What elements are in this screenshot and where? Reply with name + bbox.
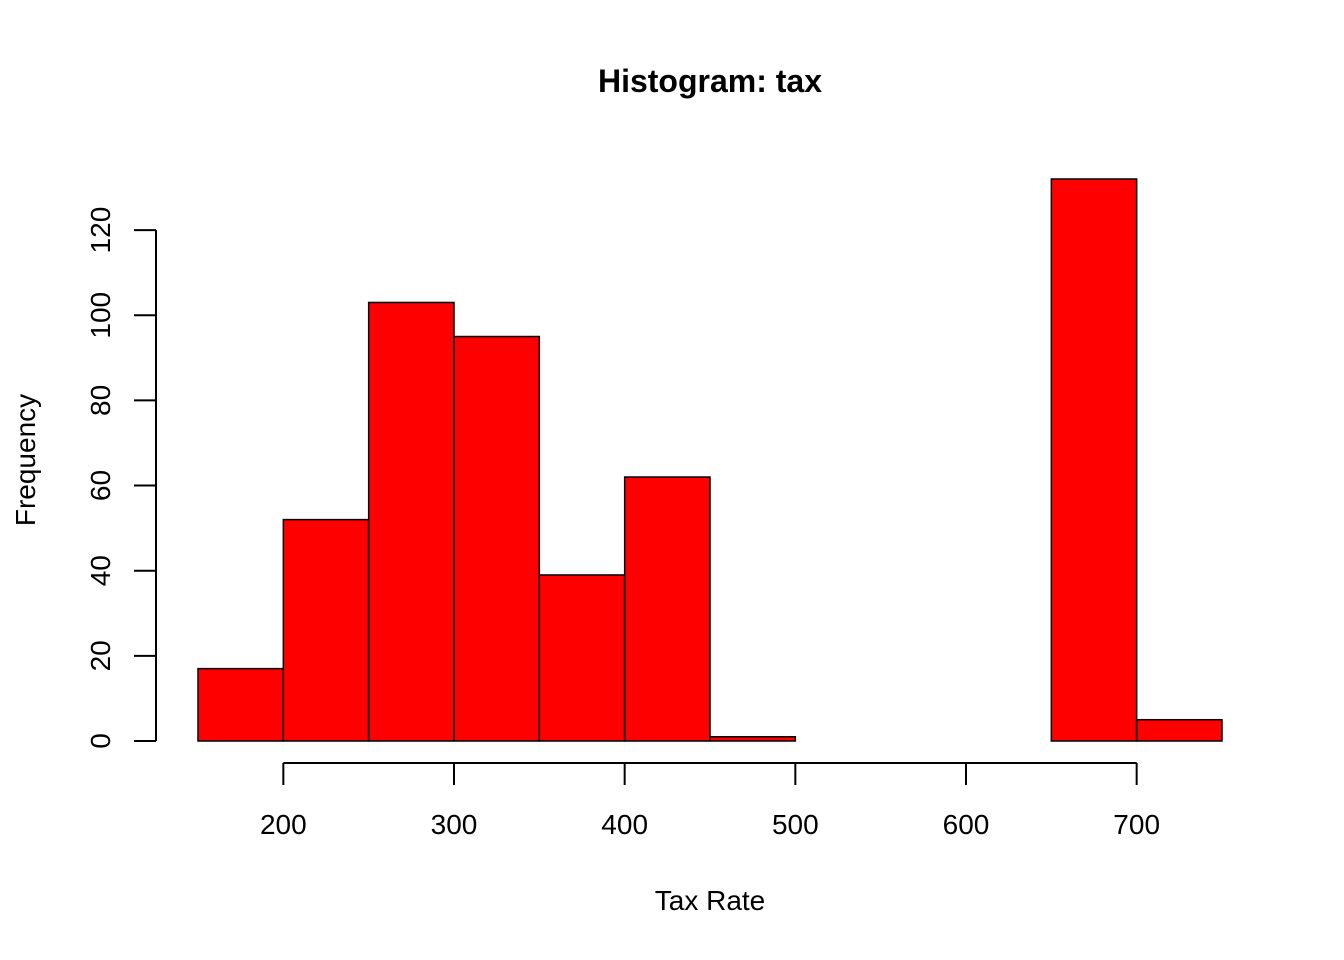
histogram-bar bbox=[1135, 718, 1223, 742]
y-axis: 0 20 40 60 80 100 120 bbox=[85, 207, 157, 749]
x-tick-label: 500 bbox=[772, 809, 819, 840]
x-tick-label: 300 bbox=[431, 809, 478, 840]
histogram-bar bbox=[1050, 178, 1138, 742]
y-tick-label: 40 bbox=[85, 555, 116, 586]
x-tick-label: 600 bbox=[943, 809, 990, 840]
x-tick-label: 200 bbox=[260, 809, 307, 840]
x-tick-label: 400 bbox=[601, 809, 648, 840]
y-tick-label: 80 bbox=[85, 385, 116, 416]
x-axis-label: Tax Rate bbox=[655, 885, 766, 916]
x-axis: 200 300 400 500 600 700 bbox=[260, 762, 1160, 840]
histogram-bar bbox=[453, 335, 541, 742]
histogram-bar bbox=[538, 574, 626, 742]
histogram-bar bbox=[197, 667, 285, 742]
y-axis-label: Frequency bbox=[10, 394, 41, 526]
histogram-bar bbox=[709, 735, 797, 742]
y-tick-label: 60 bbox=[85, 470, 116, 501]
histogram-bar bbox=[282, 518, 370, 742]
y-tick-label: 100 bbox=[85, 292, 116, 339]
bars-group bbox=[197, 178, 1223, 742]
y-tick-label: 0 bbox=[85, 733, 116, 749]
x-tick-label: 700 bbox=[1113, 809, 1160, 840]
histogram-bar bbox=[367, 301, 455, 742]
histogram-bar bbox=[623, 476, 711, 742]
chart-title: Histogram: tax bbox=[598, 63, 822, 99]
y-tick-label: 20 bbox=[85, 640, 116, 671]
y-tick-label: 120 bbox=[85, 207, 116, 254]
